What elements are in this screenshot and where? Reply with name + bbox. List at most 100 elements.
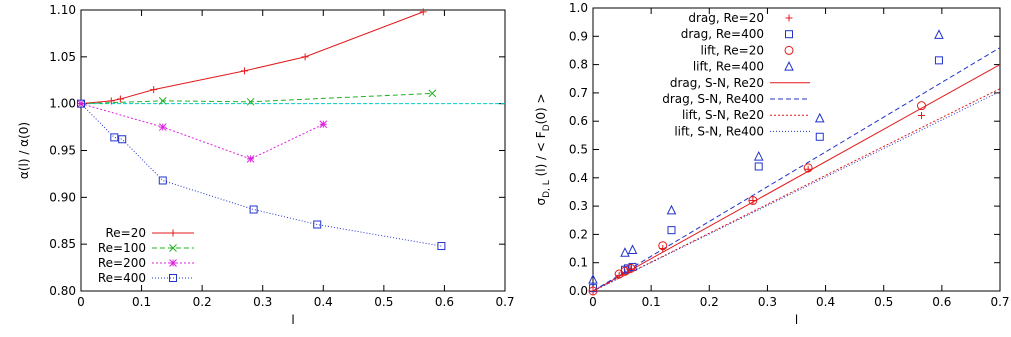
data-point: [627, 244, 638, 254]
legend-label: lift, Re=20: [700, 43, 764, 57]
legend-label: Re=200: [98, 256, 146, 270]
series-re-200: [77, 99, 328, 163]
x-tick-label: 0.1: [132, 295, 151, 309]
y-tick-label: 1.10: [49, 3, 76, 17]
legend-marker: [169, 244, 177, 252]
data-point: [589, 287, 597, 295]
series-lift-re-400: [588, 29, 944, 284]
y-tick-label: 0.0: [569, 284, 588, 298]
data-point: [158, 176, 167, 185]
x-tick-label: 0.5: [374, 295, 393, 309]
data-point: [667, 226, 676, 235]
x-tick-label: 0.4: [816, 295, 835, 309]
data-point: [246, 97, 255, 106]
legend-label: Re=400: [98, 271, 146, 285]
data-point: [158, 123, 167, 131]
data-point: [626, 263, 636, 273]
data-point: [748, 195, 758, 205]
data-point: [150, 86, 158, 94]
y-tick-label: 0.3: [569, 199, 588, 213]
legend-marker: [784, 45, 794, 55]
legend-marker: [785, 14, 793, 22]
series-re-100: [77, 89, 437, 108]
y-axis-title-part: (0) >: [534, 93, 548, 124]
y-tick-label: 0.7: [569, 86, 588, 100]
data-point: [428, 89, 437, 98]
data-point: [118, 135, 127, 144]
data-point: [754, 162, 763, 171]
y-tick-label: 0.9: [569, 29, 588, 43]
data-point: [158, 97, 167, 105]
fit-line-lift-s-n-re400: [592, 91, 1001, 292]
data-point: [623, 264, 632, 273]
data-point: [614, 269, 624, 279]
legend-label: lift, S-N, Re400: [674, 124, 764, 138]
data-point: [620, 247, 630, 257]
series-line: [80, 103, 324, 160]
series-line: [80, 92, 433, 105]
x-tick-label: 0.5: [874, 295, 893, 309]
legend-marker: [784, 60, 794, 71]
legend-marker: [169, 229, 177, 237]
y-tick-label: 0.8: [569, 58, 588, 72]
data-point: [249, 205, 258, 214]
x-axis-title: l: [291, 313, 294, 327]
legend-label: drag, S-N, Re20: [670, 76, 764, 90]
y-axis-title-subscript: D, L: [542, 180, 552, 198]
y-tick-label: 0.6: [569, 114, 588, 128]
data-point: [116, 95, 124, 103]
data-point: [241, 67, 249, 75]
data-point: [110, 133, 119, 142]
chart-alpha-ratio: 0 0.1 0.2 0.3 0.4 0.5 0.6 0.7 0.80 0.85 0.90 0.95 1.…: [17, 3, 515, 327]
x-tick-label: 0.1: [642, 295, 661, 309]
x-tick-label: 0.7: [990, 295, 1009, 309]
legend-label: Re=100: [98, 241, 146, 255]
y-tick-label: 0.80: [49, 284, 76, 298]
data-point: [246, 155, 255, 163]
x-tick-label: 0.2: [700, 295, 719, 309]
x-tick-label: 0.4: [314, 295, 333, 309]
series-lift-re-20: [588, 101, 927, 296]
y-axis-title: σD, L (l) / < FD(0) >: [534, 93, 552, 205]
y-tick-label: 0.4: [569, 171, 588, 185]
x-tick-label: 0: [589, 295, 597, 309]
data-point: [917, 101, 927, 111]
x-tick-label: 0.3: [253, 295, 272, 309]
y-tick-label: 1.05: [49, 50, 76, 64]
legend: drag, Re=20 drag, Re=400 lift, Re=20 lift, …: [662, 11, 810, 138]
data-point: [301, 53, 309, 61]
data-point: [918, 112, 926, 120]
data-point: [753, 150, 764, 161]
legend-label: lift, Re=400: [693, 60, 764, 74]
data-point: [934, 56, 943, 65]
plot-frame: [592, 7, 1001, 292]
series-line: [80, 103, 442, 247]
series-re-400: [77, 99, 446, 251]
y-axis-title-part: σ: [534, 198, 548, 206]
y-axis-title-part: (l) / < F: [534, 131, 548, 180]
x-tick-label: 0: [77, 295, 85, 309]
chart-sigma-force: 0 0.1 0.2 0.3 0.4 0.5 0.6 0.7 0.0 0.1 0.2 0.3 0.4 0.5…: [534, 1, 1010, 327]
y-tick-label: 1.0: [569, 1, 588, 15]
y-tick-label: 1.00: [49, 97, 76, 111]
data-point: [803, 163, 813, 173]
data-point: [659, 245, 667, 253]
data-point: [628, 262, 637, 271]
series-re-20: [77, 8, 427, 108]
legend-marker: [785, 30, 793, 39]
y-tick-label: 0.85: [49, 237, 76, 251]
fit-line-drag-s-n-re20: [592, 64, 1001, 292]
series-drag-re-400: [589, 56, 943, 293]
y-tick-label: 0.2: [569, 227, 588, 241]
data-point: [419, 8, 427, 16]
y-tick-label: 0.90: [49, 190, 76, 204]
fit-line-drag-s-n-re400: [592, 47, 1001, 292]
data-point: [658, 241, 668, 251]
x-axis-title: l: [795, 313, 798, 327]
data-point: [77, 99, 85, 108]
x-tick-label: 0.2: [193, 295, 212, 309]
series-line: [80, 11, 424, 105]
data-point: [589, 284, 597, 293]
